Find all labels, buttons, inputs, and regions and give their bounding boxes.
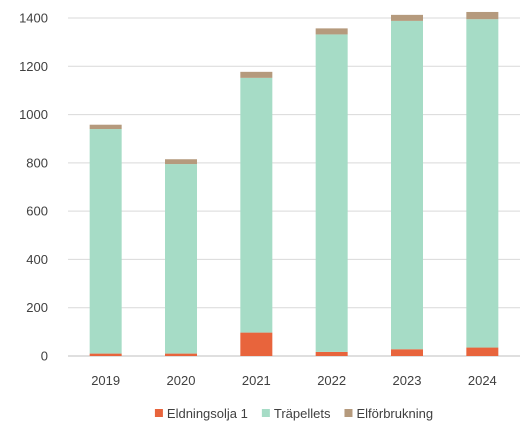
bar-segment-träpellets-2023	[391, 20, 423, 350]
bar-segment-elförbrukning-2019	[89, 124, 122, 130]
bar-segment-elförbrukning-2021	[240, 71, 273, 78]
bar-segment-träpellets-2024	[466, 19, 499, 348]
legend-swatch	[261, 409, 270, 417]
y-tick-label: 1000	[19, 107, 48, 122]
y-tick-label: 1400	[19, 11, 48, 26]
legend-item: Träpellets	[261, 406, 331, 421]
bar-segment-eldningsolja-1-2023	[391, 349, 423, 356]
bar-segment-eldningsolja-1-2020	[165, 353, 197, 356]
y-tick-label: 800	[26, 155, 48, 170]
y-tick-label: 1200	[19, 59, 48, 74]
gridlines	[68, 17, 520, 357]
x-axis: 2019 2020 2021 2022 2023 2024	[91, 373, 497, 388]
bar-segment-elförbrukning-2024	[466, 11, 499, 20]
y-tick-label: 0	[41, 349, 48, 364]
bar-segment-träpellets-2021	[240, 77, 273, 333]
bar-segment-elförbrukning-2023	[391, 14, 423, 21]
bar-segment-eldningsolja-1-2021	[240, 332, 273, 356]
x-tick-label: 2022	[317, 373, 346, 388]
y-tick-label: 600	[26, 204, 48, 219]
legend-items: Eldningsolja 1 Träpellets Elförbrukning	[154, 406, 433, 421]
bar-segment-elförbrukning-2020	[165, 159, 197, 165]
x-tick-label: 2023	[393, 373, 422, 388]
legend-swatch	[154, 409, 163, 417]
x-tick-label: 2020	[167, 373, 196, 388]
bars	[89, 11, 499, 356]
x-tick-label: 2024	[468, 373, 497, 388]
bar-segment-eldningsolja-1-2019	[89, 353, 122, 356]
bar-segment-träpellets-2020	[165, 164, 197, 354]
bar-segment-träpellets-2022	[315, 34, 348, 352]
y-tick-label: 400	[26, 252, 48, 267]
legend-swatch	[344, 409, 353, 417]
bar-segment-eldningsolja-1-2024	[466, 347, 499, 356]
y-tick-label: 200	[26, 300, 48, 315]
legend-label: Eldningsolja 1	[167, 406, 248, 421]
x-tick-label: 2021	[242, 373, 271, 388]
bar-segment-eldningsolja-1-2022	[315, 351, 348, 356]
legend-label: Elförbrukning	[356, 406, 433, 421]
y-axis: 0 200 400 600 800 1000 1200 1400	[19, 11, 48, 364]
x-tick-label: 2019	[91, 373, 120, 388]
bar-segment-träpellets-2019	[89, 129, 122, 354]
legend-item: Eldningsolja 1	[154, 406, 248, 421]
bar-segment-elförbrukning-2022	[315, 28, 348, 35]
legend: Eldningsolja 1 Träpellets Elförbrukning	[154, 406, 433, 421]
legend-label: Träpellets	[274, 406, 331, 421]
legend-item: Elförbrukning	[344, 406, 433, 421]
